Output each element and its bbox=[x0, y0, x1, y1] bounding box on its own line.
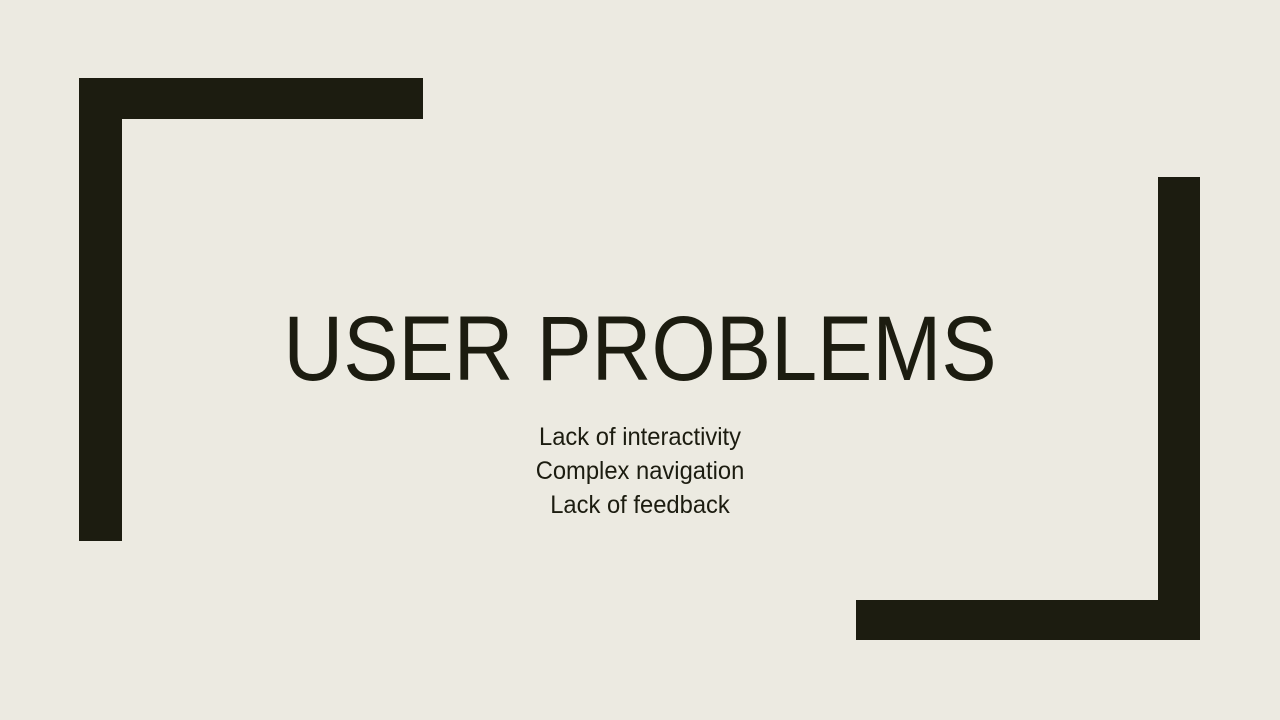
top-left-bracket-vertical bbox=[79, 78, 122, 541]
subtitle-line: Complex navigation bbox=[535, 457, 745, 485]
bottom-right-bracket-vertical bbox=[1158, 177, 1200, 640]
slide-title: USER PROBLEMS bbox=[283, 298, 997, 400]
subtitle-line: Lack of interactivity bbox=[539, 423, 741, 451]
top-left-bracket-horizontal bbox=[79, 78, 423, 119]
subtitle-line: Lack of feedback bbox=[550, 491, 730, 519]
bottom-right-bracket-horizontal bbox=[856, 600, 1200, 640]
slide-subtitle: Lack of interactivity Complex navigation… bbox=[0, 420, 1280, 522]
